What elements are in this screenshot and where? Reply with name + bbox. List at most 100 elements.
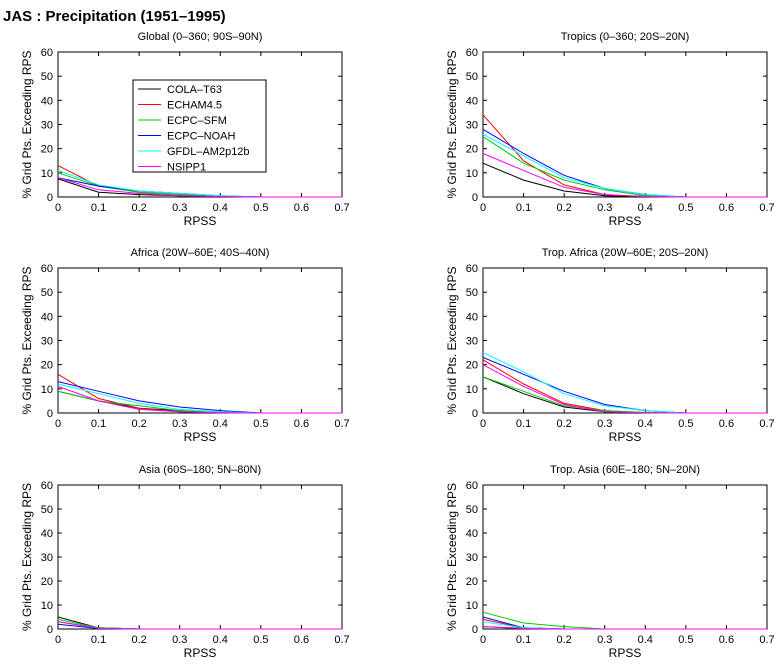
x-tick-label: 0.4 (638, 202, 653, 214)
x-axis-label: RPSS (184, 430, 217, 444)
x-tick-label: 0.4 (213, 418, 228, 430)
x-tick-label: 0.7 (334, 202, 349, 214)
y-tick-label: 10 (466, 600, 478, 612)
x-tick-label: 0.6 (719, 202, 734, 214)
y-tick-label: 10 (41, 168, 53, 180)
plot-frame (482, 51, 768, 198)
x-tick-label: 0.7 (759, 202, 774, 214)
y-tick-label: 30 (466, 336, 478, 348)
series-line-4 (482, 128, 767, 198)
y-tick-label: 20 (41, 144, 53, 156)
y-tick-label: 0 (47, 408, 53, 420)
x-tick-label: 0 (480, 202, 486, 214)
x-tick-label: 0.2 (131, 202, 146, 214)
legend: COLA–T63 ECHAM4.5 ECPC–SFM ECPC–NOAH GFDL–AM… (132, 79, 267, 174)
series-line-3 (57, 618, 342, 630)
x-tick-label: 0.5 (253, 202, 268, 214)
x-tick-label: 0.1 (516, 202, 531, 214)
legend-box (132, 79, 267, 173)
y-tick-label: 20 (466, 144, 478, 156)
series-line-5 (482, 352, 767, 414)
legend-label: GFDL–AM2p12b (167, 146, 250, 158)
x-tick-label: 0.5 (678, 634, 693, 646)
y-tick-label: 30 (466, 552, 478, 564)
y-tick-label: 50 (466, 287, 478, 299)
plot-frame (57, 484, 343, 630)
y-tick-label: 30 (41, 336, 53, 348)
y-tick-label: 50 (466, 504, 478, 516)
x-tick-label: 0.5 (253, 418, 268, 430)
x-tick-label: 0.2 (556, 634, 571, 646)
x-tick-label: 0.3 (597, 634, 612, 646)
y-tick-label: 20 (466, 576, 478, 588)
y-tick-label: 10 (466, 384, 478, 396)
legend-label: ECPC–NOAH (167, 131, 236, 143)
series-line-2 (57, 373, 342, 414)
x-axis-label: RPSS (184, 646, 217, 660)
y-tick-label: 10 (41, 600, 53, 612)
y-tick-label: 40 (41, 528, 53, 540)
chart-panel-4: 0 0.1 0.2 0.3 0.4 0.5 0.6 0.7 0 10 20 30 40 50 60 Trop.… (445, 247, 775, 444)
x-tick-label: 0 (480, 634, 486, 646)
x-tick-label: 0.5 (678, 202, 693, 214)
legend-label: COLA–T63 (167, 84, 222, 96)
y-tick-label: 20 (41, 360, 53, 372)
x-tick-label: 0.5 (678, 418, 693, 430)
y-tick-label: 0 (472, 192, 478, 204)
x-tick-label: 0.2 (556, 418, 571, 430)
y-tick-label: 60 (41, 47, 53, 59)
series-line-6 (482, 364, 767, 414)
x-axis-label: RPSS (184, 214, 217, 228)
series-line-6 (57, 385, 342, 414)
x-tick-label: 0.4 (213, 202, 228, 214)
y-tick-label: 30 (466, 120, 478, 132)
x-tick-label: 0.7 (759, 418, 774, 430)
series-line-6 (57, 621, 342, 630)
plot-frame (482, 267, 768, 414)
series-line-6 (482, 626, 767, 630)
x-axis-label: RPSS (609, 214, 642, 228)
y-tick-label: 30 (41, 552, 53, 564)
legend-label: ECPC–SFM (167, 115, 227, 127)
x-tick-label: 0.1 (91, 634, 106, 646)
y-tick-label: 60 (41, 480, 53, 492)
x-tick-label: 0 (480, 418, 486, 430)
y-axis-label: % Grid Pts. Exceeding RPS (445, 483, 459, 631)
x-tick-label: 0.7 (759, 634, 774, 646)
panel-title: Asia (60S–180; 5N–80N) (139, 464, 261, 476)
x-tick-label: 0.6 (294, 202, 309, 214)
x-tick-label: 0.1 (91, 202, 106, 214)
y-axis-label: % Grid Pts. Exceeding RPS (445, 266, 459, 414)
y-tick-label: 40 (41, 311, 53, 323)
series-line-3 (482, 136, 767, 198)
x-tick-label: 0 (55, 418, 61, 430)
y-axis-label: % Grid Pts. Exceeding RPS (20, 483, 34, 631)
series-line-5 (57, 169, 342, 198)
y-axis-label: % Grid Pts. Exceeding RPS (445, 50, 459, 198)
y-tick-label: 50 (41, 71, 53, 83)
x-tick-label: 0.4 (638, 634, 653, 646)
x-tick-label: 0.7 (334, 634, 349, 646)
series-line-3 (482, 611, 767, 630)
x-tick-label: 0.6 (719, 634, 734, 646)
y-tick-label: 30 (41, 120, 53, 132)
x-tick-label: 0.4 (213, 634, 228, 646)
x-tick-label: 0.3 (597, 202, 612, 214)
x-tick-label: 0.2 (131, 418, 146, 430)
chart-panel-3: 0 0.1 0.2 0.3 0.4 0.5 0.6 0.7 0 10 20 30 40 50 60 Afric… (20, 247, 350, 444)
x-tick-label: 0.2 (131, 634, 146, 646)
y-tick-label: 10 (466, 168, 478, 180)
x-tick-label: 0.3 (172, 634, 187, 646)
y-tick-label: 50 (41, 504, 53, 516)
y-axis-label: % Grid Pts. Exceeding RPS (20, 266, 34, 414)
legend-label: ECHAM4.5 (167, 100, 222, 112)
y-tick-label: 0 (47, 192, 53, 204)
y-tick-label: 40 (466, 95, 478, 107)
y-tick-label: 60 (41, 263, 53, 275)
x-tick-label: 0.3 (172, 202, 187, 214)
chart-panel-1: 0 0.1 0.2 0.3 0.4 0.5 0.6 0.7 0 10 20 30 40 50 60 Globa… (20, 31, 350, 228)
x-tick-label: 0.2 (556, 202, 571, 214)
y-axis-label: % Grid Pts. Exceeding RPS (20, 50, 34, 198)
y-tick-label: 60 (466, 263, 478, 275)
x-axis-label: RPSS (609, 646, 642, 660)
